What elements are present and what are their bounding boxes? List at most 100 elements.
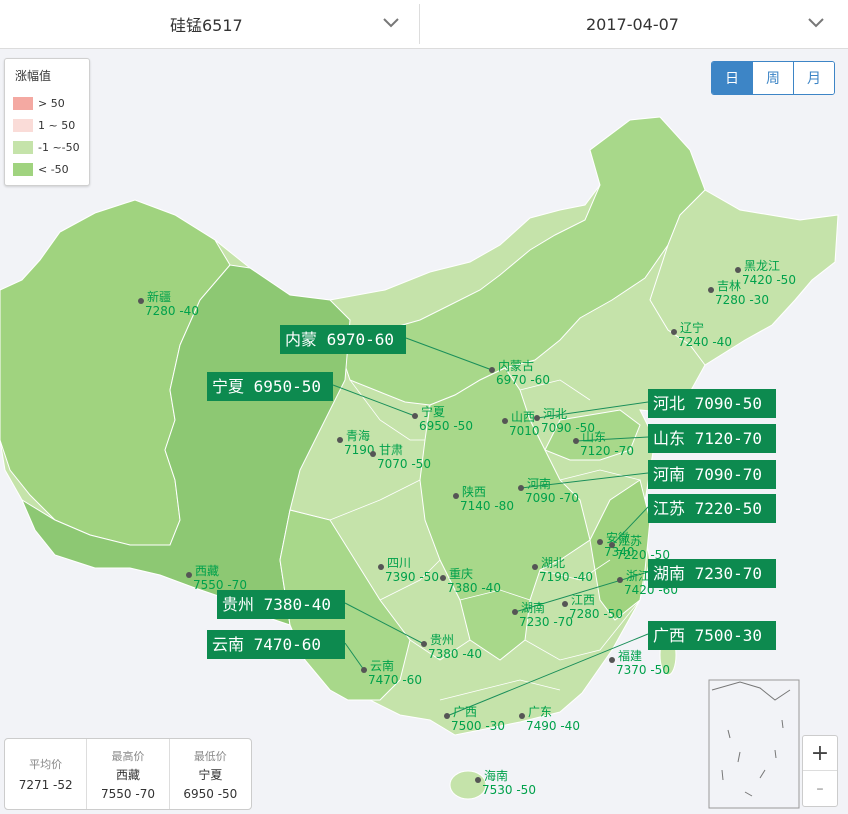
province-name: 安徽 bbox=[606, 530, 630, 545]
period-week-button[interactable]: 周 bbox=[752, 62, 793, 94]
callout-box: 山东 7120-70 bbox=[648, 424, 776, 453]
zoom-out-button[interactable]: - bbox=[803, 770, 837, 805]
callout-box-bg bbox=[280, 325, 406, 354]
province-name: 吉林 bbox=[717, 279, 741, 293]
province-price: 7530 -50 bbox=[482, 783, 536, 797]
province-dot bbox=[421, 641, 427, 647]
province-price: 7090 -70 bbox=[525, 491, 579, 505]
callout-box: 内蒙 6970-60 bbox=[280, 325, 406, 354]
date-select-value: 2017-04-07 bbox=[586, 14, 679, 34]
province-price: 7500 -30 bbox=[451, 719, 505, 733]
stat-average: 平均价 7271 -52 bbox=[5, 739, 86, 809]
province-price: 7120 -70 bbox=[580, 444, 634, 458]
province-dot bbox=[489, 367, 495, 373]
stat-max-value: 7550 -70 bbox=[101, 786, 155, 801]
legend-item[interactable]: -1 ~-50 bbox=[13, 141, 80, 154]
callout-box-bg bbox=[648, 621, 776, 650]
province-dot bbox=[138, 298, 144, 304]
callout-text: 宁夏 6950-50 bbox=[212, 377, 321, 396]
callout-line bbox=[344, 642, 365, 671]
callout-text: 江苏 7220-50 bbox=[653, 499, 762, 518]
province-name: 福建 bbox=[618, 648, 642, 663]
price-stats-panel: 平均价 7271 -52 最高价 西藏 7550 -70 最低价 宁夏 6950… bbox=[4, 738, 252, 810]
callout-box-bg bbox=[217, 590, 345, 619]
callout-box-bg bbox=[207, 630, 345, 659]
province-name: 青海 bbox=[346, 428, 370, 443]
zoom-control: + - bbox=[802, 735, 838, 807]
province-price: 7070 -50 bbox=[377, 457, 431, 471]
stat-max-province: 西藏 bbox=[115, 767, 140, 782]
select-divider bbox=[419, 4, 420, 44]
period-month-button[interactable]: 月 bbox=[793, 62, 834, 94]
callout-line bbox=[332, 384, 416, 417]
legend-swatch bbox=[13, 141, 33, 154]
province-price: 6950 -50 bbox=[419, 419, 473, 433]
legend-label: > 50 bbox=[38, 97, 65, 110]
province-dot bbox=[562, 601, 568, 607]
province-name: 甘肃 bbox=[379, 443, 403, 457]
province-price: 7420 -50 bbox=[742, 273, 796, 287]
province-name: 云南 bbox=[370, 658, 394, 673]
stat-min-value: 6950 -50 bbox=[183, 786, 238, 801]
callout-text: 贵州 7380-40 bbox=[222, 595, 331, 614]
period-day-button[interactable]: 日 bbox=[712, 62, 752, 94]
province-price: 7090 -50 bbox=[541, 421, 595, 435]
province-name: 黑龙江 bbox=[744, 259, 780, 273]
legend-item[interactable]: 1 ~ 50 bbox=[13, 119, 75, 132]
province-name: 海南 bbox=[484, 768, 508, 783]
date-select[interactable]: 2017-04-07 bbox=[420, 0, 848, 48]
legend-item[interactable]: > 50 bbox=[13, 97, 65, 110]
province-price: 7340 bbox=[604, 545, 635, 559]
province-price: 7380 -40 bbox=[447, 581, 501, 595]
callout-box: 贵州 7380-40 bbox=[217, 590, 345, 619]
south-sea-inset bbox=[708, 679, 800, 809]
callout-line bbox=[344, 602, 425, 645]
legend-swatch bbox=[13, 163, 33, 176]
map-region-shandong bbox=[544, 409, 641, 461]
callout-box-bg bbox=[648, 389, 776, 418]
callout-box: 江苏 7220-50 bbox=[648, 494, 776, 523]
province-name: 四川 bbox=[387, 556, 411, 570]
callout-box-bg bbox=[648, 494, 776, 523]
callout-line bbox=[405, 337, 493, 371]
zoom-in-button[interactable]: + bbox=[810, 740, 830, 766]
province-dot bbox=[617, 577, 623, 583]
legend-item[interactable]: < -50 bbox=[13, 163, 69, 176]
callout-line bbox=[446, 633, 649, 717]
province-name: 广东 bbox=[528, 705, 552, 719]
province-name: 浙江 bbox=[626, 569, 650, 583]
province-dot bbox=[671, 329, 677, 335]
product-select[interactable]: 硅锰6517 bbox=[0, 0, 419, 48]
province-name: 宁夏 bbox=[421, 404, 445, 419]
callout-box: 湖南 7230-70 bbox=[648, 559, 776, 588]
province-dot bbox=[440, 575, 446, 581]
